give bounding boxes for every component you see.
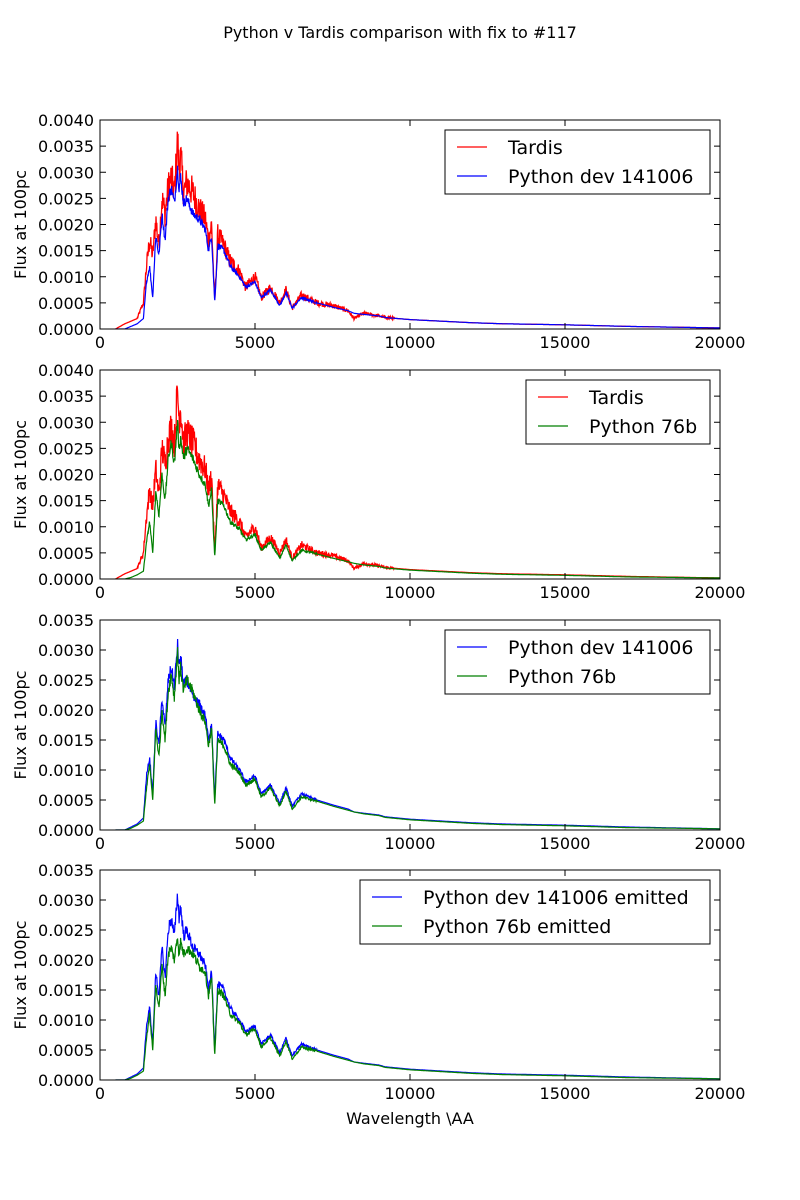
legend-label: Tardis [507, 137, 563, 159]
y-tick-label: 0.0020 [38, 951, 94, 970]
legend: Tardis Python 76b [525, 379, 711, 445]
y-tick-label: 0.0015 [38, 981, 94, 1000]
y-tick-label: 0.0030 [38, 413, 94, 432]
y-tick-label: 0.0035 [38, 861, 94, 880]
y-tick-label: 0.0020 [38, 466, 94, 485]
x-tick-label: 0 [95, 834, 105, 853]
subplot-3: 0 5000 10000 15000 20000 0.0000 0.0005 0.0010 0.… [11, 611, 745, 853]
y-tick-label: 0.0025 [38, 671, 94, 690]
x-tick-label: 20000 [695, 1084, 746, 1103]
subplot-2: 0 5000 10000 15000 20000 0.0000 0.0005 0.0010 0.… [11, 361, 745, 602]
y-tick-label: 0.0005 [38, 791, 94, 810]
legend-label: Python 76b emitted [423, 916, 611, 938]
y-tick-label: 0.0020 [38, 701, 94, 720]
y-tick-label: 0.0000 [38, 821, 94, 840]
x-tick-label: 0 [95, 1084, 105, 1103]
legend-label: Python 76b [589, 416, 697, 438]
series-line-2 [115, 647, 720, 830]
y-tick-label: 0.0010 [38, 268, 94, 287]
series-line-2 [115, 419, 720, 579]
series-line-2 [115, 165, 720, 329]
y-tick-label: 0.0030 [38, 163, 94, 182]
x-tick-label: 15000 [540, 1084, 591, 1103]
x-tick-label: 0 [95, 333, 105, 352]
y-axis-label: Flux at 100pc [11, 170, 30, 279]
x-tick-label: 10000 [385, 333, 436, 352]
x-tick-label: 10000 [385, 834, 436, 853]
legend-label: Python dev 141006 [508, 637, 693, 659]
legend-label: Python dev 141006 emitted [423, 887, 689, 909]
y-tick-label: 0.0025 [38, 439, 94, 458]
y-axis-label: Flux at 100pc [11, 420, 30, 529]
subplot-1: 0 5000 10000 15000 20000 0.0000 0.0005 0.0010 0.… [11, 111, 745, 352]
x-tick-label: 20000 [695, 834, 746, 853]
y-tick-label: 0.0025 [38, 921, 94, 940]
y-tick-label: 0.0000 [38, 570, 94, 589]
figure-title: Python v Tardis comparison with fix to #… [223, 23, 577, 42]
x-tick-label: 15000 [540, 834, 591, 853]
x-tick-label: 5000 [235, 834, 276, 853]
legend-box [359, 879, 711, 945]
legend-box [444, 629, 711, 695]
legend: Python dev 141006 Python 76b [444, 629, 711, 695]
y-tick-label: 0.0000 [38, 320, 94, 339]
x-tick-label: 15000 [540, 333, 591, 352]
x-tick-label: 10000 [385, 1084, 436, 1103]
legend-box [444, 129, 711, 195]
y-axis-label: Flux at 100pc [11, 921, 30, 1030]
x-tick-label: 0 [95, 583, 105, 602]
y-tick-label: 0.0030 [38, 891, 94, 910]
y-tick-label: 0.0005 [38, 544, 94, 563]
y-tick-label: 0.0035 [38, 137, 94, 156]
subplots: 0 5000 10000 15000 20000 0.0000 0.0005 0.0010 0.… [11, 111, 745, 1103]
x-tick-label: 15000 [540, 583, 591, 602]
legend-label: Python dev 141006 [508, 166, 693, 188]
y-tick-label: 0.0035 [38, 387, 94, 406]
legend-box [525, 379, 711, 445]
y-tick-label: 0.0015 [38, 242, 94, 261]
y-tick-label: 0.0010 [38, 761, 94, 780]
x-tick-label: 20000 [695, 583, 746, 602]
y-tick-label: 0.0000 [38, 1071, 94, 1090]
x-tick-label: 5000 [235, 1084, 276, 1103]
y-tick-label: 0.0005 [38, 294, 94, 313]
legend: Tardis Python dev 141006 [444, 129, 711, 195]
y-tick-label: 0.0005 [38, 1041, 94, 1060]
legend-label: Tardis [588, 387, 644, 409]
y-tick-label: 0.0010 [38, 518, 94, 537]
x-tick-label: 10000 [385, 583, 436, 602]
y-tick-label: 0.0020 [38, 216, 94, 235]
y-tick-label: 0.0015 [38, 492, 94, 511]
x-tick-label: 5000 [235, 333, 276, 352]
legend: Python dev 141006 emitted Python 76b emit… [359, 879, 711, 945]
y-tick-label: 0.0040 [38, 111, 94, 130]
subplot-4: 0 5000 10000 15000 20000 0.0000 0.0005 0.0010 0.… [11, 861, 745, 1103]
y-tick-label: 0.0040 [38, 361, 94, 380]
y-axis-label: Flux at 100pc [11, 671, 30, 780]
series-line-2 [115, 937, 720, 1080]
y-tick-label: 0.0035 [38, 611, 94, 630]
y-tick-label: 0.0030 [38, 641, 94, 660]
y-tick-label: 0.0015 [38, 731, 94, 750]
x-tick-label: 5000 [235, 583, 276, 602]
x-axis-label: Wavelength \AA [346, 1109, 474, 1128]
legend-label: Python 76b [508, 666, 616, 688]
y-tick-label: 0.0010 [38, 1011, 94, 1030]
y-tick-label: 0.0025 [38, 189, 94, 208]
x-tick-label: 20000 [695, 333, 746, 352]
